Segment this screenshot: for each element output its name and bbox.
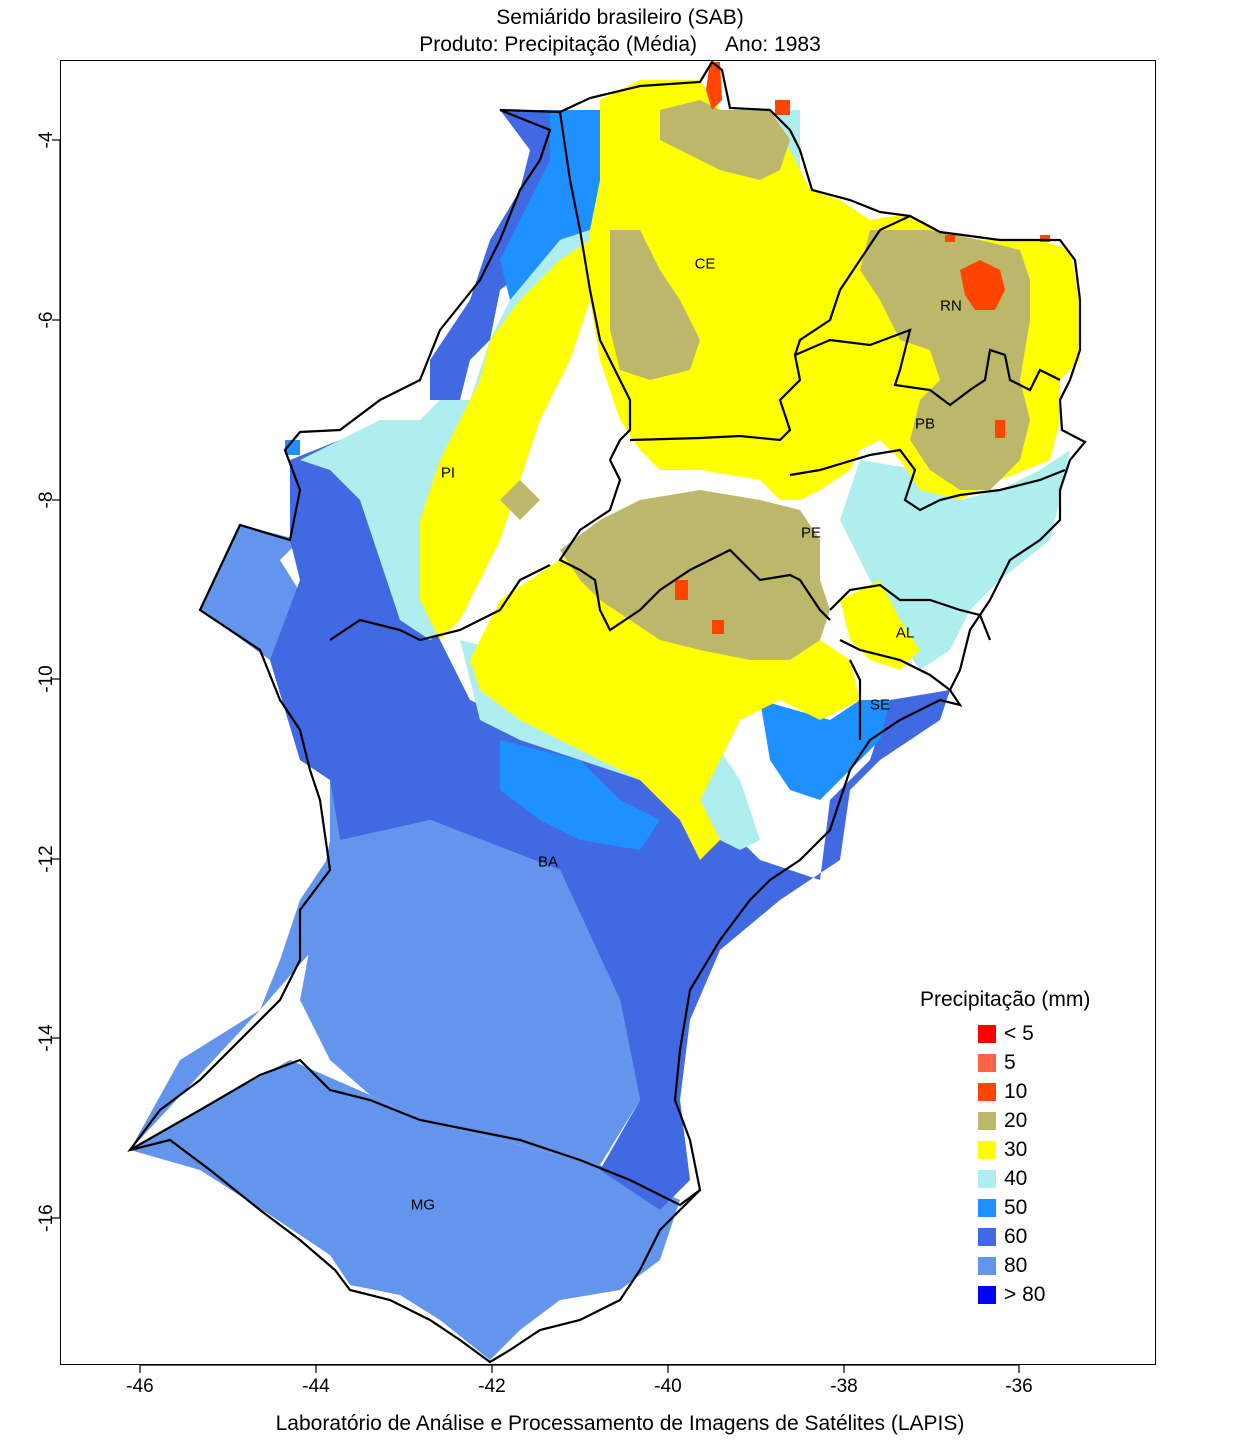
legend-item: 40: [978, 1167, 1150, 1196]
x-tick-label: -42: [478, 1376, 506, 1397]
legend-item: 5: [978, 1051, 1150, 1080]
legend-swatch: [978, 1025, 996, 1043]
map-subtitle: Produto: Precipitação (Média) Ano: 1983: [0, 33, 1240, 57]
x-tick-label: -40: [654, 1376, 682, 1397]
legend-label: < 5: [1004, 1022, 1034, 1045]
precip-region-20mm: [500, 100, 1030, 660]
state-label-ce: CE: [694, 255, 716, 273]
legend-label: 30: [1004, 1138, 1028, 1161]
legend-swatch: [978, 1083, 996, 1101]
legend-label: 40: [1004, 1167, 1028, 1190]
precip-region-10mm: [675, 62, 1050, 634]
legend-title: Precipitação (mm): [920, 988, 1091, 1011]
precip-region-50mm: [285, 110, 890, 850]
legend-swatch: [978, 1257, 996, 1275]
y-tick-label: -16: [36, 1204, 57, 1232]
legend-label: 5: [1004, 1051, 1016, 1074]
legend-swatch: [978, 1054, 996, 1072]
x-axis: [139, 1364, 1020, 1373]
state-label-pi: PI: [440, 464, 456, 482]
y-tick-label: -4: [36, 131, 57, 149]
legend-label: 80: [1004, 1254, 1028, 1277]
map-title: Semiárido brasileiro (SAB): [496, 6, 744, 29]
legend-swatch: [978, 1286, 996, 1304]
state-label-al: AL: [895, 624, 915, 642]
legend-item: < 5: [978, 1022, 1150, 1051]
legend-item: 10: [978, 1080, 1150, 1109]
legend-label: 50: [1004, 1196, 1028, 1219]
legend: Precipitação (mm) < 5 5 10 20 30 40 50 60 80 > 80: [920, 988, 1150, 1312]
legend-item: 80: [978, 1254, 1150, 1283]
state-label-se: SE: [869, 696, 891, 714]
y-tick-label: -12: [36, 845, 57, 873]
legend-item: 50: [978, 1196, 1150, 1225]
legend-label: > 80: [1004, 1283, 1046, 1306]
legend-swatch: [978, 1170, 996, 1188]
state-borders: [127, 60, 1087, 1364]
state-label-rn: RN: [940, 297, 962, 315]
y-tick-label: -10: [36, 665, 57, 693]
legend-item: > 80: [978, 1283, 1150, 1312]
year-label: Ano: 1983: [725, 33, 821, 56]
state-label-mg: MG: [410, 1196, 436, 1214]
x-tick-label: -38: [830, 1376, 858, 1397]
y-axis: [52, 139, 61, 1219]
legend-swatch: [978, 1112, 996, 1130]
x-tick-label: -36: [1005, 1376, 1033, 1397]
x-tick-label: -46: [126, 1376, 154, 1397]
legend-label: 20: [1004, 1109, 1028, 1132]
legend-item: 60: [978, 1225, 1150, 1254]
y-tick-label: -6: [36, 311, 57, 329]
x-tick-label: -44: [302, 1376, 330, 1397]
product-label: Produto: Precipitação (Média): [419, 33, 698, 56]
legend-label: 10: [1004, 1080, 1028, 1103]
state-label-pb: PB: [914, 415, 936, 433]
legend-item: 20: [978, 1109, 1150, 1138]
legend-swatch: [978, 1199, 996, 1217]
y-tick-label: -14: [36, 1024, 57, 1052]
state-label-ba: BA: [537, 853, 559, 871]
legend-items: < 5 5 10 20 30 40 50 60 80 > 80: [920, 1022, 1150, 1312]
footer-credit: Laboratório de Análise e Processamento d…: [275, 1412, 965, 1435]
legend-swatch: [978, 1141, 996, 1159]
legend-label: 60: [1004, 1225, 1028, 1248]
y-tick-label: -8: [36, 491, 57, 509]
state-label-pe: PE: [800, 524, 822, 542]
legend-item: 30: [978, 1138, 1150, 1167]
legend-swatch: [978, 1228, 996, 1246]
